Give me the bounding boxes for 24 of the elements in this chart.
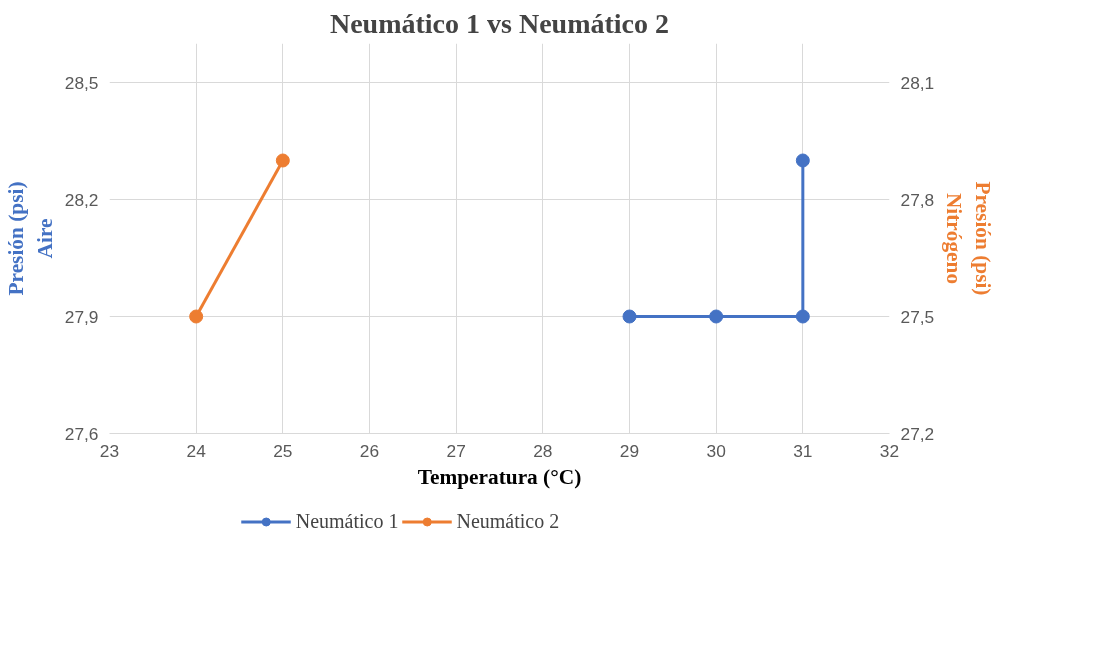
x-tick-label: 26 xyxy=(359,440,380,461)
legend-label: Neumático 2 xyxy=(456,509,560,533)
y2-tick-label: 27,5 xyxy=(900,306,935,327)
x-tick-label: 25 xyxy=(273,440,293,461)
y2-tick-label: 28,1 xyxy=(900,72,935,93)
x-axis-title: Temperatura (°C) xyxy=(417,464,582,489)
y-tick-label: 27,9 xyxy=(64,306,99,327)
x-tick-label: 23 xyxy=(99,440,120,461)
x-tick-label: 32 xyxy=(879,440,900,461)
y-axis-title: Presión (psi) Aire xyxy=(3,181,57,296)
y-tick-label: 28,2 xyxy=(64,189,99,210)
legend-label: Neumático 1 xyxy=(295,509,399,533)
x-tick-label: 27 xyxy=(446,440,466,461)
x-tick-label: 24 xyxy=(186,440,207,461)
x-tick-label: 29 xyxy=(619,440,640,461)
y-tick-label: 27,6 xyxy=(64,423,99,444)
y2-tick-label: 27,8 xyxy=(900,189,935,210)
x-tick-label: 31 xyxy=(793,440,813,461)
y2-tick-label: 27,2 xyxy=(900,423,935,444)
y2-axis-title: Presión (psi) Nitrógeno xyxy=(942,181,996,296)
y-tick-label: 28,5 xyxy=(64,72,99,93)
x-tick-label: 30 xyxy=(706,440,726,461)
chart-title: Neumático 1 vs Neumático 2 xyxy=(329,7,670,39)
x-tick-label: 28 xyxy=(533,440,553,461)
